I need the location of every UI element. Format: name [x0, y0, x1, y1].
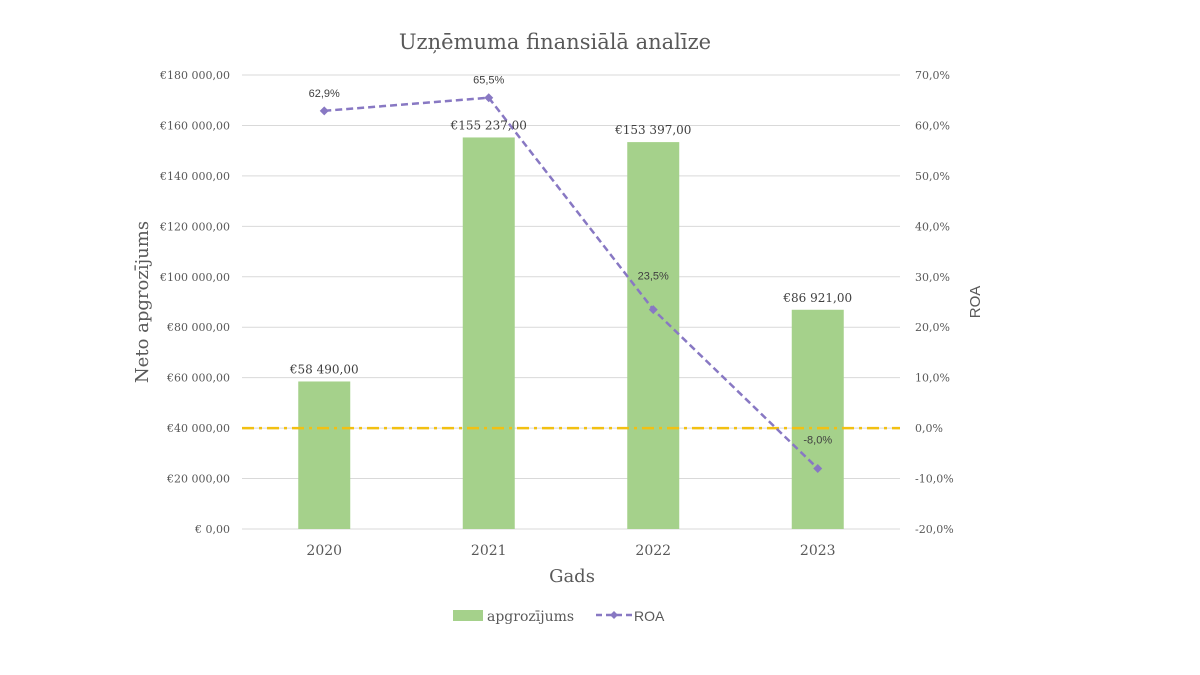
x-tick-label: 2020: [306, 543, 342, 559]
y-axis-ticks: € 0,00 €20 000,00 €40 000,00 €60 000,00 €80 …: [159, 69, 230, 536]
bar-data-label: €155 237,00: [450, 118, 527, 132]
y-tick-label: € 0,00: [194, 523, 230, 536]
roa-data-label: 23,5%: [638, 271, 669, 283]
roa-data-label: -8,0%: [803, 434, 832, 446]
roa-marker: [648, 305, 658, 315]
bar-series: [298, 137, 844, 529]
chart-title: Uzņēmuma finansiālā analīze: [399, 30, 711, 54]
bar: [462, 137, 515, 529]
legend: apgrozījums ROA: [453, 608, 665, 625]
roa-data-label: 62,9%: [309, 88, 340, 100]
roa-marker: [484, 93, 494, 103]
bar: [627, 142, 680, 529]
y2-tick-label: 60,0%: [915, 119, 950, 132]
bar-data-label: €86 921,00: [782, 291, 852, 305]
roa-series: [319, 93, 823, 473]
x-axis-ticks: 2020 2021 2022 2023: [306, 543, 835, 559]
roa-data-label: 65,5%: [473, 75, 504, 87]
y2-tick-label: 20,0%: [915, 321, 950, 334]
legend-label-bar: apgrozījums: [487, 609, 574, 625]
y2-tick-label: -20,0%: [915, 523, 954, 536]
y-tick-label: €160 000,00: [159, 119, 230, 132]
x-tick-label: 2022: [635, 543, 671, 559]
y2-axis-ticks: -20,0% -10,0% 0,0% 10,0% 20,0% 30,0% 40,0% 50,0…: [915, 69, 954, 536]
y2-tick-label: 40,0%: [915, 220, 950, 233]
x-tick-label: 2021: [471, 543, 507, 559]
x-axis-title: Gads: [549, 566, 595, 587]
y-tick-label: €120 000,00: [159, 220, 230, 233]
y-tick-label: €80 000,00: [166, 321, 230, 334]
data-labels: €58 490,00 €155 237,00 €153 397,00 €86 921,…: [289, 75, 852, 447]
y-tick-label: €140 000,00: [159, 170, 230, 183]
y2-axis-title: ROA: [967, 286, 984, 319]
legend-marker-line: [610, 611, 618, 619]
y2-tick-label: 10,0%: [915, 372, 950, 385]
y-tick-label: €60 000,00: [166, 372, 230, 385]
roa-marker: [813, 463, 823, 473]
roa-line: [324, 96, 819, 470]
y2-tick-label: 70,0%: [915, 69, 950, 82]
y-tick-label: €180 000,00: [159, 69, 230, 82]
y2-tick-label: 50,0%: [915, 170, 950, 183]
bar: [298, 381, 351, 529]
legend-label-line: ROA: [634, 608, 665, 624]
legend-swatch-bar: [453, 610, 483, 621]
y-tick-label: €20 000,00: [166, 473, 230, 486]
y-tick-label: €40 000,00: [166, 422, 230, 435]
y2-tick-label: 0,0%: [915, 422, 943, 435]
y2-tick-label: 30,0%: [915, 271, 950, 284]
bar-data-label: €58 490,00: [289, 362, 359, 376]
bar: [791, 309, 844, 529]
y-axis-title: Neto apgrozījums: [132, 221, 153, 383]
x-tick-label: 2023: [800, 543, 836, 559]
roa-marker: [319, 106, 329, 116]
y-tick-label: €100 000,00: [159, 271, 230, 284]
y2-tick-label: -10,0%: [915, 473, 954, 486]
bar-data-label: €153 397,00: [614, 123, 691, 137]
